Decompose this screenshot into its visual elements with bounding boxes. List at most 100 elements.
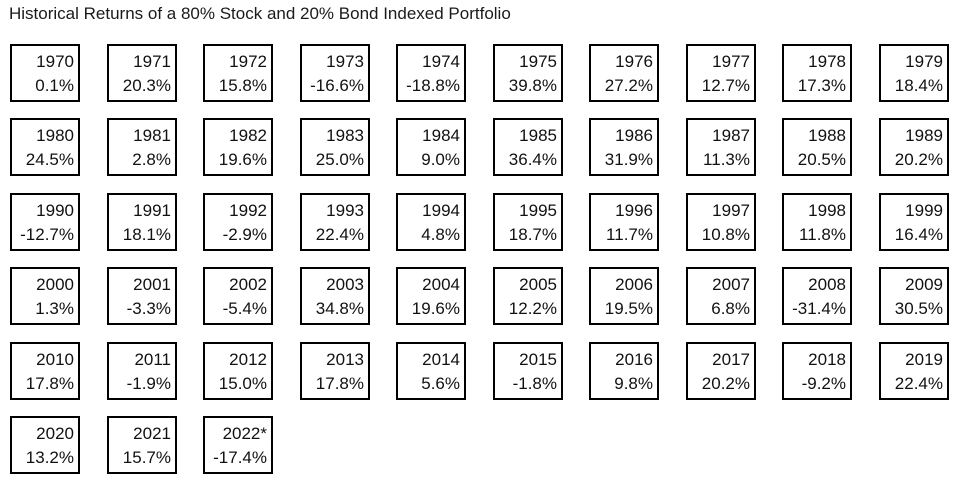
- year-label: 2017: [712, 350, 750, 369]
- year-cell: 1980 24.5%: [10, 118, 80, 176]
- year-label: 1976: [615, 52, 653, 71]
- return-value: 15.0%: [218, 374, 267, 393]
- year-label: 2021: [133, 424, 171, 443]
- year-cell: 1995 18.7%: [493, 193, 563, 251]
- return-value: 2.8%: [132, 150, 171, 169]
- year-cell: 1999 16.4%: [879, 193, 949, 251]
- return-value: -31.4%: [792, 299, 846, 318]
- year-label: 2019: [905, 350, 943, 369]
- year-cell: 1989 20.2%: [879, 118, 949, 176]
- return-value: 18.7%: [508, 225, 557, 244]
- year-cell: 2005 12.2%: [493, 267, 563, 325]
- return-value: 20.2%: [894, 150, 943, 169]
- return-value: 17.8%: [25, 374, 74, 393]
- year-label: 1979: [905, 52, 943, 71]
- year-cell: 2020 13.2%: [10, 416, 80, 474]
- year-cell: 1974 -18.8%: [396, 44, 466, 102]
- year-cell: 1996 11.7%: [589, 193, 659, 251]
- year-cell: 2011 -1.9%: [107, 342, 177, 400]
- year-cell: 2008 -31.4%: [782, 267, 852, 325]
- year-cell: 1981 2.8%: [107, 118, 177, 176]
- year-cell: 2003 34.8%: [300, 267, 370, 325]
- year-cell: 2004 19.6%: [396, 267, 466, 325]
- year-label: 1981: [133, 126, 171, 145]
- year-cell: 1984 9.0%: [396, 118, 466, 176]
- year-cell: 2015 -1.8%: [493, 342, 563, 400]
- year-cell: 2014 5.6%: [396, 342, 466, 400]
- return-value: 20.3%: [122, 76, 171, 95]
- return-value: 11.3%: [703, 150, 750, 169]
- return-value: -5.4%: [222, 299, 267, 318]
- return-value: -18.8%: [406, 76, 460, 95]
- return-value: 27.2%: [604, 76, 653, 95]
- year-cell: 1979 18.4%: [879, 44, 949, 102]
- return-value: 9.0%: [421, 150, 460, 169]
- year-cell: 1973 -16.6%: [300, 44, 370, 102]
- year-label: 1980: [36, 126, 74, 145]
- year-label: 2008: [808, 275, 846, 294]
- year-label: 2011: [134, 350, 171, 369]
- return-value: 18.4%: [894, 76, 943, 95]
- year-label: 2016: [615, 350, 653, 369]
- return-value: 39.8%: [508, 76, 557, 95]
- return-value: 13.2%: [25, 448, 74, 467]
- return-value: 20.2%: [701, 374, 750, 393]
- year-label: 1998: [808, 201, 846, 220]
- year-cell: 2022* -17.4%: [203, 416, 273, 474]
- year-label: 2020: [36, 424, 74, 443]
- year-label: 1992: [229, 201, 267, 220]
- year-label: 1974: [422, 52, 460, 71]
- year-label: 1991: [133, 201, 171, 220]
- return-value: 30.5%: [894, 299, 943, 318]
- return-value: 4.8%: [421, 225, 460, 244]
- year-label: 1999: [905, 201, 943, 220]
- year-cell: 2000 1.3%: [10, 267, 80, 325]
- return-value: 19.6%: [218, 150, 267, 169]
- return-value: 10.8%: [701, 225, 750, 244]
- year-label: 1977: [712, 52, 750, 71]
- year-label: 2007: [712, 275, 750, 294]
- year-label: 1972: [229, 52, 267, 71]
- year-label: 2010: [36, 350, 74, 369]
- year-cell: 1976 27.2%: [589, 44, 659, 102]
- year-label: 1978: [808, 52, 846, 71]
- year-cell: 1985 36.4%: [493, 118, 563, 176]
- year-cell: 2017 20.2%: [686, 342, 756, 400]
- year-label: 1993: [326, 201, 364, 220]
- year-label: 1973: [326, 52, 364, 71]
- year-label: 1970: [36, 52, 74, 71]
- year-label: 1982: [229, 126, 267, 145]
- return-value: 15.7%: [122, 448, 171, 467]
- year-label: 2022*: [222, 424, 267, 443]
- year-label: 1984: [422, 126, 460, 145]
- return-value: 34.8%: [315, 299, 364, 318]
- year-cell: 1993 22.4%: [300, 193, 370, 251]
- return-value: 22.4%: [894, 374, 943, 393]
- year-label: 1997: [712, 201, 750, 220]
- year-label: 2005: [519, 275, 557, 294]
- return-value: 17.3%: [797, 76, 846, 95]
- year-cell: 2013 17.8%: [300, 342, 370, 400]
- return-value: 19.6%: [411, 299, 460, 318]
- return-value: 11.8%: [799, 225, 846, 244]
- year-cell: 2012 15.0%: [203, 342, 273, 400]
- return-value: -2.9%: [222, 225, 267, 244]
- year-label: 1987: [712, 126, 750, 145]
- year-cell: 1978 17.3%: [782, 44, 852, 102]
- return-value: 6.8%: [711, 299, 750, 318]
- return-value: 36.4%: [508, 150, 557, 169]
- year-cell: 1990 -12.7%: [10, 193, 80, 251]
- return-value: 0.1%: [35, 76, 74, 95]
- year-cell: 1997 10.8%: [686, 193, 756, 251]
- year-label: 1989: [905, 126, 943, 145]
- year-label: 2012: [229, 350, 267, 369]
- year-label: 2004: [422, 275, 460, 294]
- return-value: -17.4%: [213, 448, 267, 467]
- return-value: 1.3%: [35, 299, 74, 318]
- year-label: 1971: [133, 52, 171, 71]
- year-label: 1994: [422, 201, 460, 220]
- year-cell: 2007 6.8%: [686, 267, 756, 325]
- year-label: 1986: [615, 126, 653, 145]
- year-cell: 1977 12.7%: [686, 44, 756, 102]
